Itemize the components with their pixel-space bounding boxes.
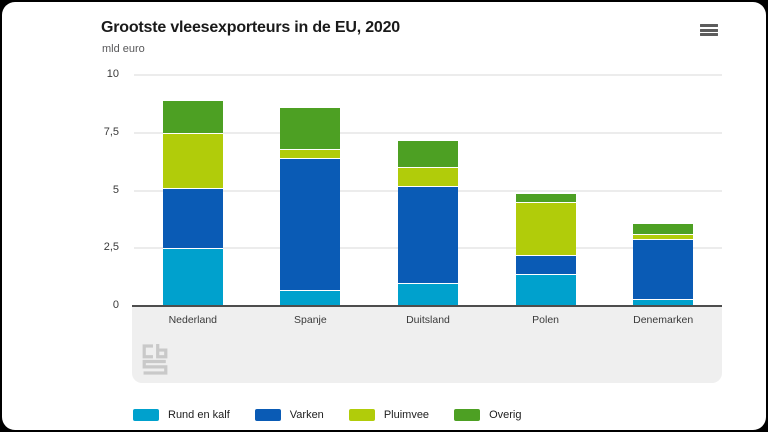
bar-segment-varken-duitsland[interactable] bbox=[398, 185, 458, 283]
yaxis-tick-label: 10 bbox=[106, 68, 119, 80]
legend-label: Rund en kalf bbox=[168, 409, 230, 421]
menu-bar bbox=[700, 24, 718, 27]
menu-bar bbox=[700, 33, 718, 36]
xaxis-category-label: Nederland bbox=[168, 314, 218, 326]
legend-swatch-icon bbox=[454, 409, 481, 421]
cbs-logo-icon bbox=[142, 344, 168, 375]
yaxis-tick-label: 7,5 bbox=[103, 125, 119, 138]
hamburger-menu-icon[interactable] bbox=[700, 21, 722, 39]
legend: Rund en kalf Varken Pluimvee Overig bbox=[133, 405, 521, 425]
bar-segment-pluimvee-nederland[interactable] bbox=[162, 132, 223, 189]
x-axis-line bbox=[132, 305, 722, 307]
legend-item-pluimvee[interactable]: Pluimvee bbox=[348, 409, 430, 421]
xaxis-category-label: Duitsland bbox=[406, 314, 450, 326]
bar-segment-varken-polen[interactable] bbox=[515, 255, 576, 274]
bar-segment-overig-nederland[interactable] bbox=[162, 100, 223, 133]
legend-swatch-icon bbox=[133, 409, 159, 421]
legend-swatch-icon bbox=[254, 409, 281, 421]
legend-label: Pluimvee bbox=[383, 409, 430, 421]
legend-label: Varken bbox=[289, 409, 324, 421]
bar-segment-rund-en-kalf-polen[interactable] bbox=[515, 273, 576, 306]
bar-segment-pluimvee-spanje[interactable] bbox=[280, 148, 341, 159]
chart-unit-label: mld euro bbox=[102, 43, 145, 55]
bar-segment-rund-en-kalf-duitsland[interactable] bbox=[398, 282, 458, 306]
gridline bbox=[134, 74, 722, 76]
bar-segment-overig-duitsland[interactable] bbox=[398, 139, 458, 168]
xaxis-category-label: Denemarken bbox=[633, 314, 694, 326]
bar-segment-overig-denemarken[interactable] bbox=[633, 222, 694, 235]
bar-segment-pluimvee-polen[interactable] bbox=[515, 202, 576, 256]
menu-bar bbox=[700, 28, 718, 32]
bar-segment-rund-en-kalf-spanje[interactable] bbox=[280, 289, 341, 306]
bar-segment-varken-denemarken[interactable] bbox=[633, 239, 694, 300]
bar-segment-overig-polen[interactable] bbox=[515, 192, 576, 203]
gridline bbox=[134, 131, 722, 134]
xaxis-category-label: Polen bbox=[532, 314, 560, 326]
bar-segment-varken-spanje[interactable] bbox=[280, 158, 341, 290]
xaxis-band bbox=[132, 306, 722, 383]
legend-swatch-icon bbox=[348, 409, 375, 421]
bar-segment-overig-spanje[interactable] bbox=[280, 107, 341, 149]
yaxis-tick-label: 0 bbox=[112, 299, 119, 311]
yaxis-tick-label: 2,5 bbox=[103, 241, 119, 254]
chart-title: Grootste vleesexporteurs in de EU, 2020 bbox=[101, 19, 400, 36]
bar-segment-pluimvee-duitsland[interactable] bbox=[398, 167, 458, 186]
legend-item-varken[interactable]: Varken bbox=[254, 409, 324, 421]
bar-segment-varken-nederland[interactable] bbox=[162, 188, 223, 249]
legend-item-rund-en-kalf[interactable]: Rund en kalf bbox=[133, 409, 230, 421]
legend-label: Overig bbox=[489, 409, 522, 421]
xaxis-category-label: Spanje bbox=[294, 314, 327, 326]
legend-item-overig[interactable]: Overig bbox=[454, 409, 521, 421]
yaxis-tick-label: 5 bbox=[112, 183, 119, 196]
bar-segment-rund-en-kalf-denemarken[interactable] bbox=[633, 299, 694, 306]
plot-area bbox=[134, 75, 722, 306]
bar-segment-pluimvee-denemarken[interactable] bbox=[633, 234, 694, 240]
bar-segment-rund-en-kalf-nederland[interactable] bbox=[162, 248, 223, 306]
